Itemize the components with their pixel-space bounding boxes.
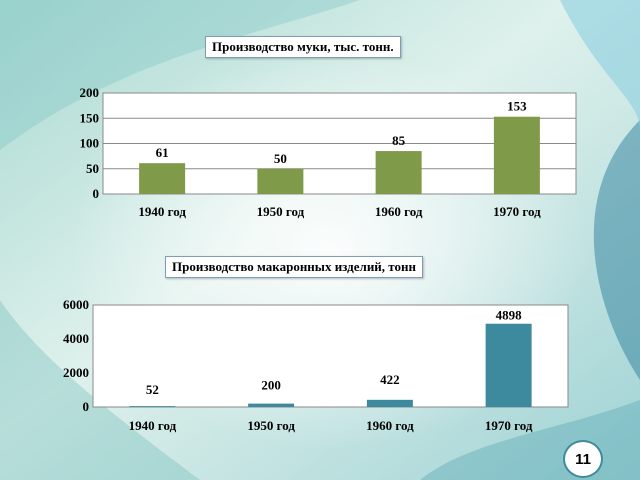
data-label: 153 [507,99,527,114]
slide-number-badge: 11 [563,440,603,478]
x-tick-label: 1960 год [375,204,423,219]
data-label: 85 [392,133,406,148]
y-tick-label: 150 [80,110,100,125]
x-tick-label: 1960 год [366,418,414,433]
x-tick-label: 1950 год [257,204,305,219]
bar [366,399,413,407]
bar [257,168,304,194]
y-tick-label: 4000 [63,331,89,346]
data-label: 50 [274,151,287,166]
bar [139,163,186,194]
bar [375,151,422,194]
y-tick-label: 2000 [63,365,89,380]
y-tick-label: 200 [80,85,100,100]
x-tick-label: 1970 год [485,418,533,433]
y-tick-label: 0 [83,399,90,414]
y-tick-label: 100 [80,136,100,151]
x-tick-label: 1940 год [138,204,186,219]
data-label: 52 [146,382,159,397]
y-tick-label: 50 [86,161,99,176]
y-tick-label: 6000 [63,297,89,312]
data-label: 61 [156,145,169,160]
data-label: 200 [261,378,281,393]
bar [485,323,532,407]
x-tick-label: 1940 год [129,418,177,433]
bar [129,406,176,407]
chart1-title: Производство муки, тыс. тонн. [205,36,401,58]
x-tick-label: 1970 год [493,204,541,219]
bar [493,116,540,194]
data-label: 422 [380,372,400,387]
data-label: 4898 [496,308,523,323]
x-tick-label: 1950 год [247,418,295,433]
chart2-title: Производство макаронных изделий, тонн [165,256,423,278]
y-tick-label: 0 [93,186,100,201]
bar [248,403,295,407]
